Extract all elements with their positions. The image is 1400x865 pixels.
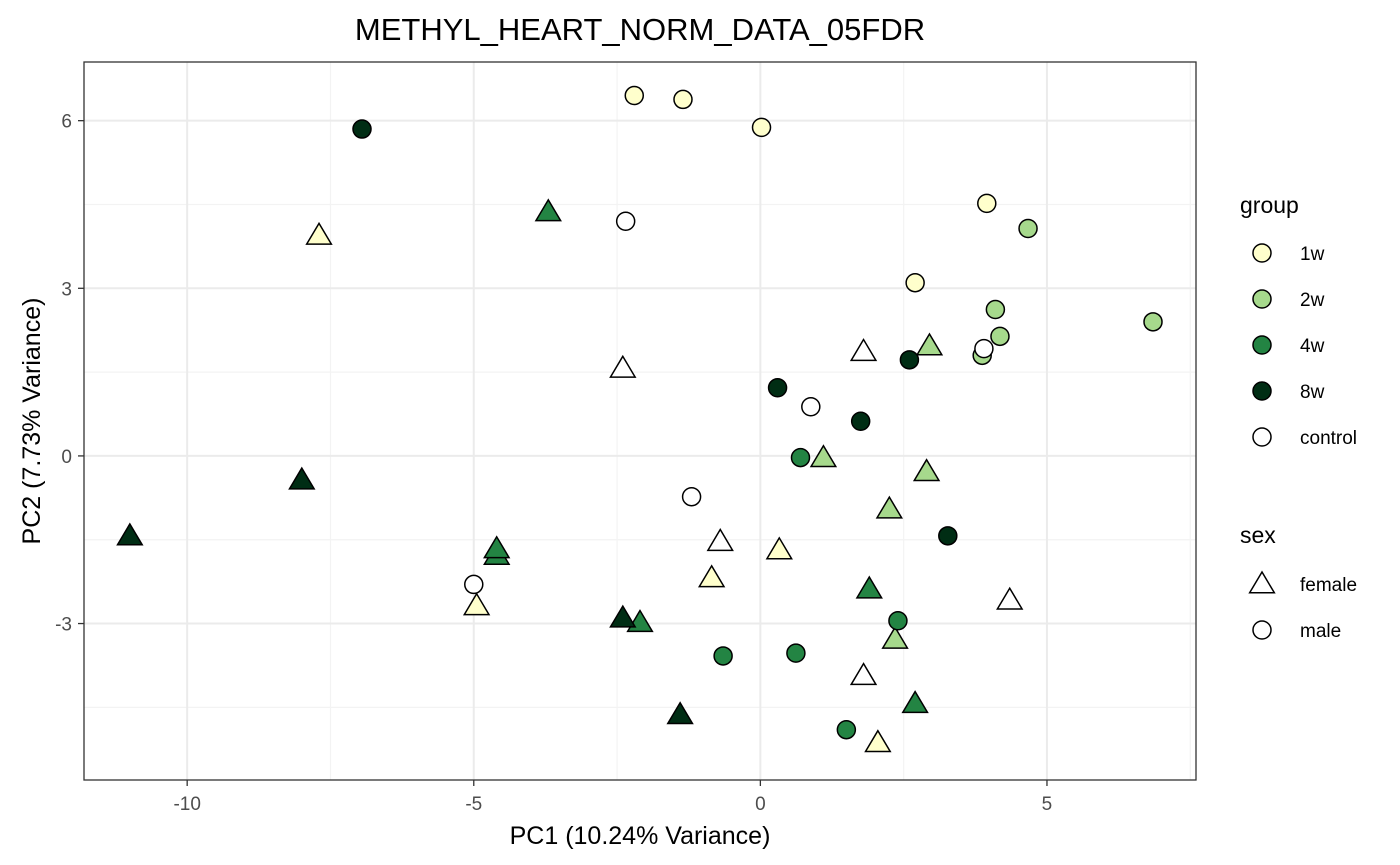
- point-1w-male: [624, 85, 645, 106]
- point-8w-male: [899, 350, 920, 370]
- legend-group: group 1w 2w 4w 8w control: [1240, 192, 1357, 449]
- point-2w-female: [915, 332, 944, 356]
- point-4w-male: [836, 719, 857, 740]
- point-2w-female: [912, 458, 941, 482]
- point-2w-male: [1018, 218, 1038, 239]
- point-control-female: [849, 662, 878, 686]
- plot-panel-border: [83, 61, 1197, 781]
- legend-label-control: control: [1300, 428, 1357, 449]
- point-8w-female: [116, 522, 144, 546]
- point-8w-male: [850, 411, 871, 432]
- data-points: [116, 85, 1163, 753]
- point-8w-male: [938, 526, 958, 546]
- legend-sex: sex female male: [1240, 522, 1357, 642]
- legend-key-male: [1252, 620, 1272, 640]
- x-tick-label: -5: [465, 794, 482, 815]
- point-4w-female: [855, 575, 883, 599]
- point-control-male: [974, 338, 994, 359]
- legend-key-1w: [1252, 243, 1272, 263]
- point-8w-female: [666, 701, 694, 725]
- legend-label-female: female: [1300, 575, 1357, 596]
- point-4w-male: [790, 447, 811, 468]
- point-8w-male: [352, 119, 372, 139]
- y-tick-label: 0: [61, 447, 72, 468]
- point-1w-female: [864, 729, 892, 753]
- legend-key-control: [1252, 427, 1272, 447]
- y-tick-label: 3: [61, 279, 72, 300]
- legend-key-2w: [1252, 289, 1272, 309]
- legend-group-title: group: [1240, 192, 1299, 218]
- point-2w-male: [1143, 312, 1163, 332]
- point-2w-female: [875, 495, 904, 519]
- point-1w-female: [462, 592, 491, 616]
- point-4w-female: [534, 198, 562, 222]
- point-4w-male: [713, 646, 733, 666]
- x-tick-label: 0: [755, 794, 766, 815]
- point-8w-female: [288, 466, 316, 490]
- point-2w-male: [985, 299, 1006, 320]
- point-8w-male: [767, 378, 788, 398]
- point-control-male: [801, 397, 821, 417]
- y-tick-label: -3: [55, 615, 72, 636]
- axes: -10 -5 0 5 -3 0 3 6: [55, 112, 1052, 815]
- point-control-male: [615, 211, 636, 231]
- point-2w-male: [990, 326, 1010, 347]
- point-control-female: [609, 354, 637, 378]
- y-tick-label: 6: [61, 112, 72, 133]
- point-1w-male: [977, 193, 997, 214]
- point-2w-female: [881, 625, 909, 649]
- point-1w-male: [673, 89, 693, 110]
- point-4w-male: [888, 611, 908, 631]
- legend-label-4w: 4w: [1300, 336, 1325, 357]
- legend-key-female: [1248, 570, 1276, 594]
- point-1w-male: [751, 117, 772, 138]
- point-control-female: [706, 528, 734, 552]
- point-8w-female: [609, 604, 637, 628]
- point-1w-male: [905, 272, 925, 293]
- point-control-male: [464, 574, 484, 595]
- legend-label-2w: 2w: [1300, 290, 1325, 311]
- x-tick-label: 5: [1042, 794, 1053, 815]
- point-4w-female: [483, 535, 511, 559]
- legend-sex-title: sex: [1240, 522, 1276, 548]
- x-axis-title: PC1 (10.24% Variance): [510, 822, 771, 850]
- point-4w-male: [786, 643, 806, 663]
- point-2w-female: [809, 444, 838, 468]
- legend-label-male: male: [1300, 621, 1341, 642]
- point-1w-female: [305, 221, 333, 245]
- chart-title: METHYL_HEART_NORM_DATA_05FDR: [355, 12, 925, 47]
- point-control-male: [681, 486, 702, 507]
- grid-lines: [84, 62, 1196, 780]
- legend-label-1w: 1w: [1300, 244, 1325, 265]
- point-4w-female: [901, 690, 929, 714]
- point-1w-female: [697, 564, 726, 588]
- legend-key-4w: [1252, 335, 1272, 355]
- point-1w-female: [765, 536, 793, 560]
- legend-key-8w: [1252, 381, 1272, 401]
- y-axis-title: PC2 (7.73% Variance): [18, 298, 46, 545]
- legend-label-8w: 8w: [1300, 382, 1325, 403]
- point-control-female: [849, 338, 878, 362]
- point-control-female: [996, 586, 1024, 610]
- x-tick-label: -10: [173, 794, 200, 815]
